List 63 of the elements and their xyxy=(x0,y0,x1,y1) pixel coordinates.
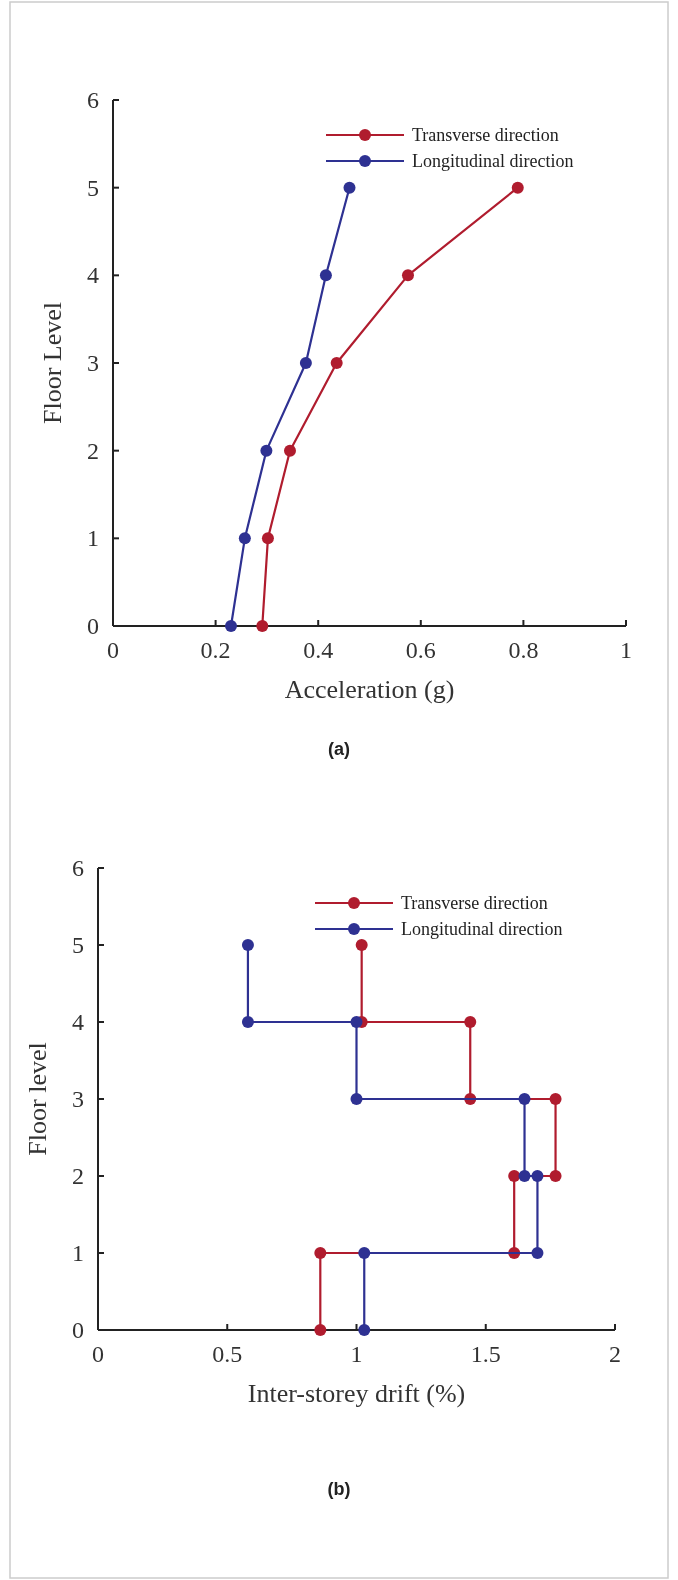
point xyxy=(531,1247,544,1259)
y-tick-label: 5 xyxy=(87,174,99,201)
y-tick-label: 5 xyxy=(72,932,84,958)
point xyxy=(549,1093,562,1105)
text: (b) xyxy=(327,1479,351,1499)
y-tick-label: 2 xyxy=(87,437,99,464)
x-tick-label: 1 xyxy=(350,1341,363,1367)
point xyxy=(238,532,251,545)
y-tick-label: 0 xyxy=(87,613,99,639)
y-tick-label: 3 xyxy=(72,1086,84,1112)
x-tick-label: 0.8 xyxy=(508,637,539,663)
x-tick-label: 0 xyxy=(107,637,119,663)
point xyxy=(355,939,368,951)
point xyxy=(511,181,524,194)
point xyxy=(330,357,343,369)
x-tick-label: 1.5 xyxy=(470,1341,501,1367)
y-tick-label: 6 xyxy=(72,855,84,881)
legend-label: Longitudinal direction xyxy=(412,151,574,171)
legend-label: Longitudinal direction xyxy=(401,919,563,939)
y-axis-title: Floor level xyxy=(23,1042,52,1156)
y-axis-title: Floor Level xyxy=(38,301,67,425)
y-tick-label: 4 xyxy=(87,262,99,289)
point xyxy=(224,620,237,632)
point xyxy=(518,1170,531,1182)
point xyxy=(358,1247,371,1259)
point xyxy=(241,1016,254,1028)
x-tick-label: 0.6 xyxy=(405,637,436,663)
point xyxy=(549,1170,562,1182)
point xyxy=(531,1170,544,1182)
point xyxy=(464,1016,477,1028)
point xyxy=(260,444,273,457)
point xyxy=(350,1016,363,1028)
x-tick-label: 2 xyxy=(609,1341,621,1367)
point xyxy=(241,939,254,951)
point xyxy=(283,444,296,457)
y-tick-label: 1 xyxy=(87,525,99,552)
legend-label: Transverse direction xyxy=(412,125,559,145)
y-tick-label: 4 xyxy=(72,1009,84,1035)
point xyxy=(314,1247,327,1259)
x-tick-label: 1 xyxy=(620,637,632,663)
x-axis-title: Acceleration (g) xyxy=(284,675,455,704)
point xyxy=(256,620,269,632)
y-tick-label: 3 xyxy=(87,350,99,376)
y-tick-label: 2 xyxy=(72,1163,84,1189)
point xyxy=(358,1324,371,1336)
x-axis-title: Inter-storey drift (%) xyxy=(247,1379,466,1408)
text: (a) xyxy=(328,739,350,759)
point xyxy=(314,1324,327,1336)
y-tick-label: 0 xyxy=(72,1317,84,1343)
point xyxy=(508,1170,521,1182)
legend-label: Transverse direction xyxy=(401,893,548,913)
point xyxy=(299,357,312,369)
point xyxy=(401,269,414,282)
x-tick-label: 0.2 xyxy=(200,637,231,663)
x-tick-label: 0.5 xyxy=(212,1341,243,1367)
point xyxy=(261,532,274,545)
point xyxy=(343,181,356,194)
point xyxy=(319,269,332,282)
x-tick-label: 0.4 xyxy=(303,637,334,663)
point xyxy=(518,1093,531,1105)
y-tick-label: 6 xyxy=(87,87,99,113)
point xyxy=(350,1093,363,1105)
y-tick-label: 1 xyxy=(72,1240,84,1266)
